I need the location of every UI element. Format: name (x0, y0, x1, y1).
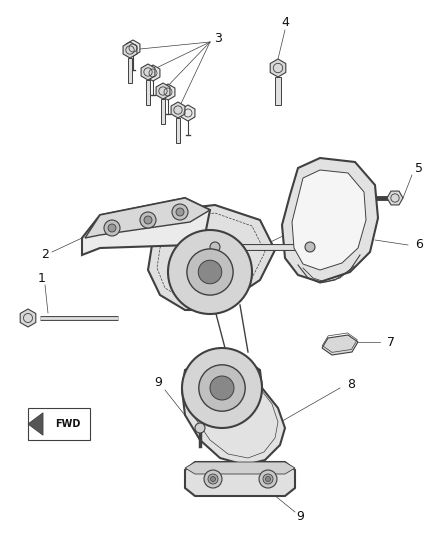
Text: FWD: FWD (56, 419, 81, 429)
Circle shape (259, 470, 277, 488)
Polygon shape (185, 462, 295, 496)
FancyBboxPatch shape (128, 58, 132, 83)
Circle shape (182, 348, 262, 428)
Circle shape (204, 470, 222, 488)
Circle shape (104, 220, 120, 236)
Polygon shape (282, 158, 378, 282)
Polygon shape (85, 198, 210, 238)
Circle shape (195, 423, 205, 433)
Polygon shape (148, 205, 275, 310)
Polygon shape (123, 42, 137, 58)
Circle shape (199, 365, 245, 411)
Circle shape (265, 477, 271, 481)
Text: 3: 3 (284, 222, 292, 235)
Polygon shape (82, 198, 210, 255)
Text: 9: 9 (154, 376, 162, 390)
Polygon shape (185, 462, 295, 474)
Circle shape (108, 224, 116, 232)
FancyBboxPatch shape (176, 118, 180, 143)
Polygon shape (181, 105, 195, 121)
Circle shape (140, 212, 156, 228)
Polygon shape (126, 40, 140, 56)
Text: 9: 9 (296, 510, 304, 522)
Text: 7: 7 (387, 335, 395, 349)
Circle shape (305, 242, 315, 252)
Text: 2: 2 (41, 248, 49, 262)
FancyBboxPatch shape (275, 77, 281, 105)
Polygon shape (20, 309, 36, 327)
Circle shape (208, 474, 218, 484)
Text: 1: 1 (38, 271, 46, 285)
Text: 3: 3 (214, 31, 222, 44)
Polygon shape (387, 191, 403, 205)
Circle shape (210, 242, 220, 252)
Circle shape (211, 477, 215, 481)
Circle shape (210, 376, 234, 400)
FancyBboxPatch shape (146, 80, 150, 105)
Circle shape (176, 208, 184, 216)
Circle shape (168, 230, 252, 314)
Polygon shape (146, 65, 160, 81)
Text: 8: 8 (347, 378, 355, 392)
Polygon shape (171, 102, 185, 118)
Circle shape (144, 216, 152, 224)
Text: 6: 6 (415, 238, 423, 252)
Polygon shape (141, 64, 155, 80)
Polygon shape (182, 358, 285, 465)
Circle shape (263, 474, 273, 484)
Polygon shape (292, 170, 366, 270)
Text: 5: 5 (415, 161, 423, 174)
Polygon shape (322, 335, 358, 355)
Circle shape (198, 260, 222, 284)
Polygon shape (270, 59, 286, 77)
Circle shape (187, 249, 233, 295)
Text: 4: 4 (281, 17, 289, 29)
Circle shape (172, 204, 188, 220)
Polygon shape (28, 413, 43, 435)
Polygon shape (161, 84, 175, 100)
FancyBboxPatch shape (161, 99, 165, 124)
Polygon shape (156, 83, 170, 99)
